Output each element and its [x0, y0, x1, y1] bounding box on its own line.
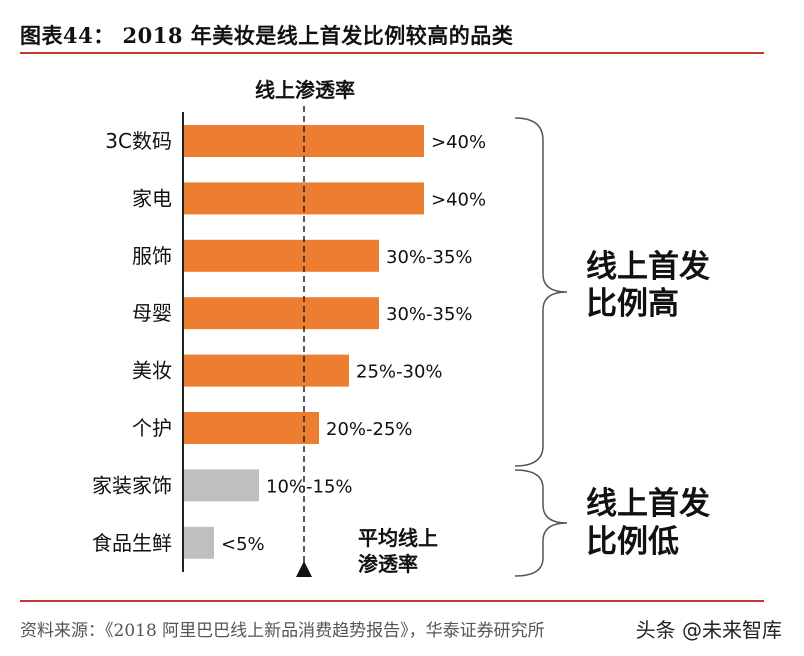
bar-chart: 线上渗透率 3C数码 >40% 家电 >40% 服饰 30%-35% 母婴 30%-35% 美妆… [92, 78, 710, 577]
average-label-line1: 平均线上 [358, 526, 438, 550]
axis-title: 线上渗透率 [255, 78, 355, 102]
title-divider [20, 52, 764, 54]
value-label: >40% [431, 189, 486, 210]
category-label: 家装家饰 [92, 473, 172, 497]
chart-title: 图表44： 2018 年美妆是线上首发比例较高的品类 [20, 23, 514, 48]
group-high-line2: 比例高 [586, 286, 679, 322]
source-divider [20, 600, 764, 602]
group-low-line2: 比例低 [586, 524, 679, 560]
bar-5 [184, 354, 349, 387]
group-brace-high [514, 117, 568, 467]
bar-3 [184, 239, 379, 272]
value-label: >40% [431, 132, 486, 153]
category-label: 3C数码 [105, 129, 172, 153]
bar-7 [184, 469, 259, 502]
bar-6 [184, 412, 319, 444]
value-label: 30%-35% [386, 304, 473, 325]
group-low-line1: 线上首发 [586, 486, 710, 522]
category-label: 家电 [132, 186, 172, 210]
value-label: 20%-25% [326, 419, 413, 440]
value-label: 30%-35% [386, 247, 473, 268]
category-label: 个护 [132, 416, 172, 440]
category-label: 母婴 [132, 301, 172, 325]
bar-4 [184, 297, 379, 330]
category-label: 服饰 [132, 244, 172, 268]
watermark: 头条 @未来智库 [631, 614, 786, 643]
group-brace-low [514, 469, 568, 577]
category-label: 食品生鲜 [92, 531, 172, 555]
value-label: <5% [221, 534, 265, 555]
bar-8 [184, 526, 214, 559]
category-label: 美妆 [132, 359, 172, 383]
source-note: 资料来源：《2018 阿里巴巴线上新品消费趋势报告》，华泰证券研究所 [20, 621, 545, 641]
average-label-line2: 渗透率 [358, 552, 418, 576]
value-label: 25%-30% [356, 362, 443, 383]
value-label: 10%-15% [266, 476, 353, 497]
group-high-line1: 线上首发 [586, 249, 710, 285]
average-marker-icon [296, 561, 312, 577]
